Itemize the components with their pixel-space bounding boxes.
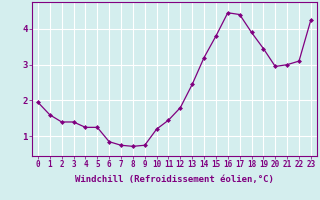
- X-axis label: Windchill (Refroidissement éolien,°C): Windchill (Refroidissement éolien,°C): [75, 175, 274, 184]
